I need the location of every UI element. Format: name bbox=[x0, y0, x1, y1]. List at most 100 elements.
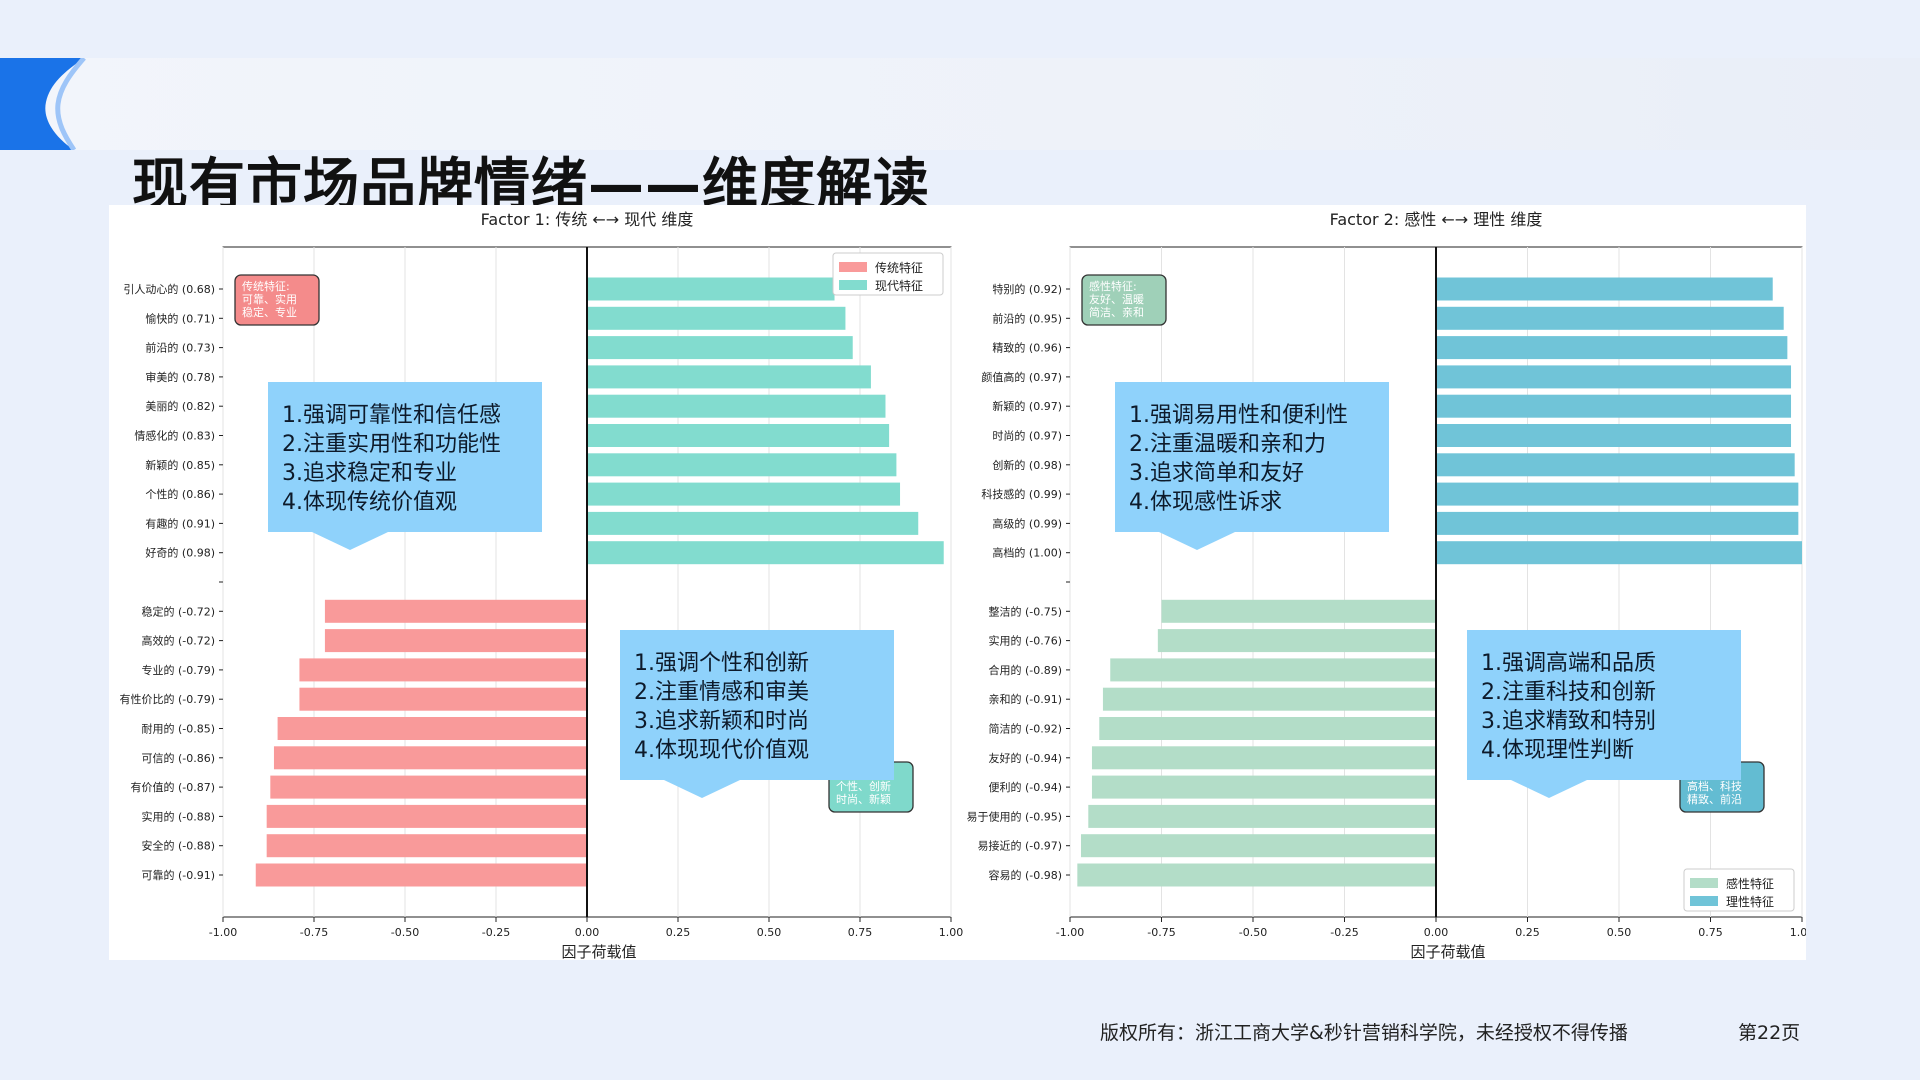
bar bbox=[1161, 599, 1436, 623]
trait-tag-box bbox=[234, 274, 320, 326]
bar bbox=[587, 336, 853, 360]
y-tick-label: 前沿的 (0.73) bbox=[145, 341, 215, 355]
x-tick-label: 0.50 bbox=[1607, 926, 1632, 939]
chart-figure: Factor 1: 传统 ←→ 现代 维度 -1.00 -0.75 -0.50 -0.2… bbox=[109, 205, 1806, 960]
y-tick-label: 易于使用的 (-0.95) bbox=[966, 809, 1062, 823]
legend-label: 传统特征 bbox=[875, 260, 923, 275]
trait-tag-text: 时尚、新颖 bbox=[836, 792, 891, 806]
bar bbox=[587, 541, 944, 565]
y-tick-label: 实用的 (-0.76) bbox=[988, 634, 1062, 648]
copyright-note: 版权所有：浙江工商大学&秒针营销科学院，未经授权不得传播 bbox=[1100, 1022, 1628, 1044]
callout-line: 4.体现传统价值观 bbox=[282, 490, 457, 515]
y-tick-label: 精致的 (0.96) bbox=[992, 341, 1062, 355]
callout-pointer bbox=[1511, 780, 1587, 798]
callout-line: 3.追求简单和友好 bbox=[1129, 461, 1304, 486]
bar bbox=[587, 277, 835, 301]
bar bbox=[587, 424, 890, 447]
x-tick-label: 0.25 bbox=[1515, 926, 1540, 939]
bar bbox=[1157, 629, 1436, 653]
bar bbox=[587, 306, 846, 330]
y-tick-label: 友好的 (-0.94) bbox=[988, 751, 1062, 765]
x-tick-label: -0.75 bbox=[1147, 926, 1175, 939]
x-tick-label: -1.00 bbox=[209, 926, 237, 939]
callout-line: 3.追求精致和特别 bbox=[1481, 709, 1656, 734]
bar bbox=[1436, 541, 1802, 565]
callout-pointer bbox=[1159, 532, 1235, 550]
x-tick-label: 0.25 bbox=[666, 926, 691, 939]
y-tick-label: 合用的 (-0.89) bbox=[988, 663, 1062, 677]
callout-line: 1.强调易用性和便利性 bbox=[1129, 403, 1348, 428]
x-tick-label: 0.50 bbox=[757, 926, 782, 939]
bar bbox=[587, 365, 871, 389]
bar bbox=[1077, 863, 1436, 887]
callout-line: 2.注重科技和创新 bbox=[1481, 680, 1656, 705]
callout-line: 1.强调高端和品质 bbox=[1481, 651, 1656, 676]
y-tick-label: 特别的 (0.92) bbox=[992, 282, 1062, 296]
y-tick-label: 前沿的 (0.95) bbox=[992, 311, 1062, 325]
trait-tag-text: 传统特征: bbox=[242, 279, 290, 293]
y-tick-label: 好奇的 (0.98) bbox=[145, 546, 215, 560]
y-tick-label: 情感化的 (0.83) bbox=[134, 429, 215, 443]
y-tick-label: 简洁的 (-0.92) bbox=[988, 722, 1062, 736]
header-band bbox=[0, 58, 1920, 150]
bar bbox=[277, 717, 587, 740]
bar bbox=[1436, 424, 1792, 447]
bar bbox=[1436, 365, 1792, 389]
y-tick-label: 安全的 (-0.88) bbox=[141, 839, 215, 853]
trait-tag-box bbox=[1081, 274, 1167, 326]
y-tick-label: 有性价比的 (-0.79) bbox=[119, 692, 215, 706]
y-tick-label: 整洁的 (-0.75) bbox=[988, 604, 1062, 618]
bar bbox=[324, 599, 587, 623]
bar bbox=[299, 687, 587, 711]
legend-label: 现代特征 bbox=[875, 278, 923, 293]
bar bbox=[1099, 717, 1436, 740]
bar bbox=[587, 511, 919, 535]
callout-line: 2.注重情感和审美 bbox=[634, 680, 809, 705]
y-tick-label: 可信的 (-0.86) bbox=[141, 751, 215, 765]
x-tick-label: 0.75 bbox=[848, 926, 873, 939]
y-tick-label: 稳定的 (-0.72) bbox=[141, 604, 215, 618]
y-tick-label: 可靠的 (-0.91) bbox=[141, 868, 215, 882]
callout-pointer bbox=[312, 532, 388, 550]
bar bbox=[1436, 336, 1788, 360]
factor-charts: Factor 1: 传统 ←→ 现代 维度 -1.00 -0.75 -0.50 -0.2… bbox=[119, 210, 1806, 960]
trait-tag-text: 个性、创新 bbox=[836, 779, 891, 793]
bar bbox=[1436, 394, 1792, 418]
legend-swatch bbox=[839, 280, 867, 290]
x-tick-label: -0.25 bbox=[1330, 926, 1358, 939]
callout-line: 1.强调可靠性和信任感 bbox=[282, 403, 501, 428]
bar bbox=[1091, 775, 1436, 799]
legend-swatch bbox=[1690, 878, 1718, 888]
x-tick-label: 0.00 bbox=[1424, 926, 1449, 939]
y-tick-label: 引人动心的 (0.68) bbox=[123, 282, 215, 296]
bar bbox=[273, 746, 587, 770]
bar bbox=[299, 658, 587, 682]
bar bbox=[266, 804, 587, 828]
bar bbox=[587, 394, 886, 418]
bar bbox=[1436, 277, 1773, 301]
bar bbox=[1088, 804, 1436, 828]
legend-swatch bbox=[1690, 896, 1718, 906]
chart-title: Factor 2: 感性 ←→ 理性 维度 bbox=[1330, 210, 1543, 229]
x-tick-label: -0.25 bbox=[482, 926, 510, 939]
x-tick-label: 1.00 bbox=[939, 926, 964, 939]
x-tick-label: -1.00 bbox=[1056, 926, 1084, 939]
y-tick-label: 容易的 (-0.98) bbox=[988, 868, 1062, 882]
y-tick-label: 高效的 (-0.72) bbox=[141, 634, 215, 648]
callout-box bbox=[1115, 382, 1389, 532]
callout-line: 3.追求新颖和时尚 bbox=[634, 709, 809, 734]
y-tick-label: 新颖的 (0.85) bbox=[145, 458, 215, 472]
callout-line: 1.强调个性和创新 bbox=[634, 651, 809, 676]
bar bbox=[1102, 687, 1436, 711]
page-number: 第22页 bbox=[1738, 1022, 1801, 1044]
x-tick-label: 0.00 bbox=[575, 926, 600, 939]
brand-corner-logo bbox=[0, 58, 86, 150]
y-tick-label: 愉快的 (0.71) bbox=[145, 311, 215, 325]
y-tick-label: 创新的 (0.98) bbox=[992, 458, 1062, 472]
y-tick-label: 高档的 (1.00) bbox=[992, 546, 1062, 560]
y-tick-label: 专业的 (-0.79) bbox=[141, 663, 215, 677]
callout-line: 2.注重实用性和功能性 bbox=[282, 432, 501, 457]
